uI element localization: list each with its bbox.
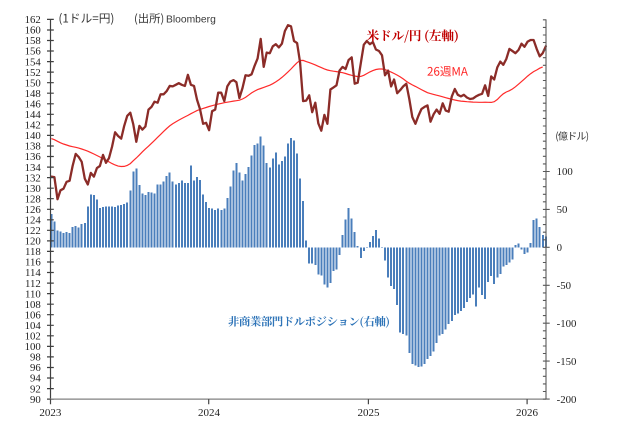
- svg-text:50: 50: [557, 204, 568, 216]
- svg-text:138: 138: [25, 141, 41, 153]
- svg-text:-100: -100: [557, 318, 577, 330]
- svg-text:100: 100: [557, 166, 573, 178]
- svg-text:154: 154: [25, 56, 42, 68]
- svg-text:90: 90: [30, 394, 41, 406]
- svg-text:134: 134: [25, 162, 42, 174]
- svg-text:0: 0: [557, 242, 562, 254]
- svg-text:2023: 2023: [39, 407, 62, 419]
- svg-text:144: 144: [25, 109, 42, 121]
- svg-text:146: 146: [25, 99, 42, 111]
- svg-text:140: 140: [25, 130, 41, 142]
- svg-text:148: 148: [25, 88, 41, 100]
- svg-text:118: 118: [25, 246, 41, 258]
- svg-text:2026: 2026: [516, 407, 539, 419]
- svg-text:152: 152: [25, 67, 41, 79]
- svg-text:2024: 2024: [198, 407, 221, 419]
- svg-text:116: 116: [25, 257, 41, 269]
- svg-text:124: 124: [25, 215, 42, 227]
- svg-text:-50: -50: [557, 280, 571, 292]
- svg-text:92: 92: [30, 383, 41, 395]
- svg-text:156: 156: [25, 46, 42, 58]
- svg-text:122: 122: [25, 225, 41, 237]
- svg-text:98: 98: [30, 352, 41, 364]
- svg-text:104: 104: [25, 320, 42, 332]
- svg-text:132: 132: [25, 172, 41, 184]
- svg-text:100: 100: [25, 341, 41, 353]
- svg-text:120: 120: [25, 236, 41, 248]
- svg-text:2025: 2025: [358, 407, 381, 419]
- svg-text:128: 128: [25, 193, 41, 205]
- svg-text:136: 136: [25, 151, 42, 163]
- svg-text:94: 94: [30, 373, 41, 385]
- svg-text:-200: -200: [557, 394, 577, 406]
- svg-text:112: 112: [25, 278, 41, 290]
- svg-text:114: 114: [25, 267, 41, 279]
- svg-text:162: 162: [25, 14, 41, 26]
- svg-text:Bloomberg: Bloomberg: [166, 15, 216, 26]
- svg-text:-150: -150: [557, 356, 577, 368]
- svg-text:108: 108: [25, 299, 41, 311]
- svg-text:150: 150: [25, 77, 41, 89]
- svg-text:126: 126: [25, 204, 42, 216]
- svg-text:102: 102: [25, 331, 41, 343]
- svg-text:110: 110: [25, 288, 41, 300]
- svg-text:158: 158: [25, 35, 41, 47]
- svg-text:130: 130: [25, 183, 41, 195]
- svg-text:106: 106: [25, 309, 42, 321]
- svg-text:96: 96: [30, 362, 41, 374]
- svg-text:160: 160: [25, 25, 41, 37]
- svg-text:142: 142: [25, 120, 41, 132]
